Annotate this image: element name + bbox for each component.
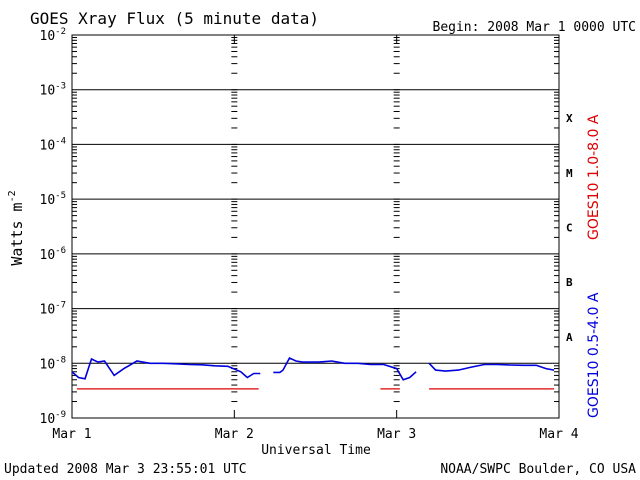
x-tick-label: Mar 1 <box>52 427 91 442</box>
flare-class-B: B <box>566 276 573 289</box>
x-tick-label: Mar 3 <box>377 427 416 442</box>
y-tick-label: 10-6 <box>40 246 67 263</box>
flare-class-A: A <box>566 331 573 344</box>
legend-long-channel: GOES10 1.0-8.0 A <box>586 114 602 240</box>
grid-lines <box>72 89 559 364</box>
y-tick-label: 10-2 <box>40 27 67 44</box>
y-axis-label: Watts m-2 <box>7 190 26 265</box>
y-axis-ticks: 10-9 10-8 10-7 10-6 10-5 10-4 10-3 10-2 <box>40 27 559 427</box>
y-tick-label: 10-8 <box>40 355 67 372</box>
y-axis-label-exponent: -2 <box>7 190 18 202</box>
begin-time: Begin: 2008 Mar 1 0000 UTC <box>433 20 637 35</box>
y-tick-label: 10-9 <box>40 410 67 427</box>
x-tick-label: Mar 2 <box>215 427 254 442</box>
flare-class-labels: A B C M X <box>566 112 573 344</box>
y-tick-label: 10-7 <box>40 301 67 318</box>
flare-class-C: C <box>566 222 573 235</box>
series-line-short-channel <box>71 356 555 381</box>
x-axis-label: Universal Time <box>261 443 371 458</box>
y-tick-label: 10-3 <box>40 82 67 99</box>
legend-short-channel: GOES10 0.5-4.0 A <box>586 292 602 418</box>
x-axis-ticks: Mar 1 Mar 2 Mar 3 Mar 4 <box>52 35 579 442</box>
flare-class-X: X <box>566 112 573 125</box>
x-tick-label: Mar 4 <box>539 427 578 442</box>
y-tick-label: 10-4 <box>40 136 67 153</box>
y-tick-label: 10-5 <box>40 191 67 208</box>
footer-source: NOAA/SWPC Boulder, CO USA <box>440 462 636 477</box>
y-axis-label-text: Watts m <box>8 202 26 265</box>
footer-updated: Updated 2008 Mar 3 23:55:01 UTC <box>4 462 247 477</box>
plot-frame <box>71 34 560 419</box>
series-lines <box>71 356 555 390</box>
chart-title: GOES Xray Flux (5 minute data) <box>30 9 319 28</box>
day-markers <box>231 37 400 419</box>
flare-class-M: M <box>566 167 573 180</box>
